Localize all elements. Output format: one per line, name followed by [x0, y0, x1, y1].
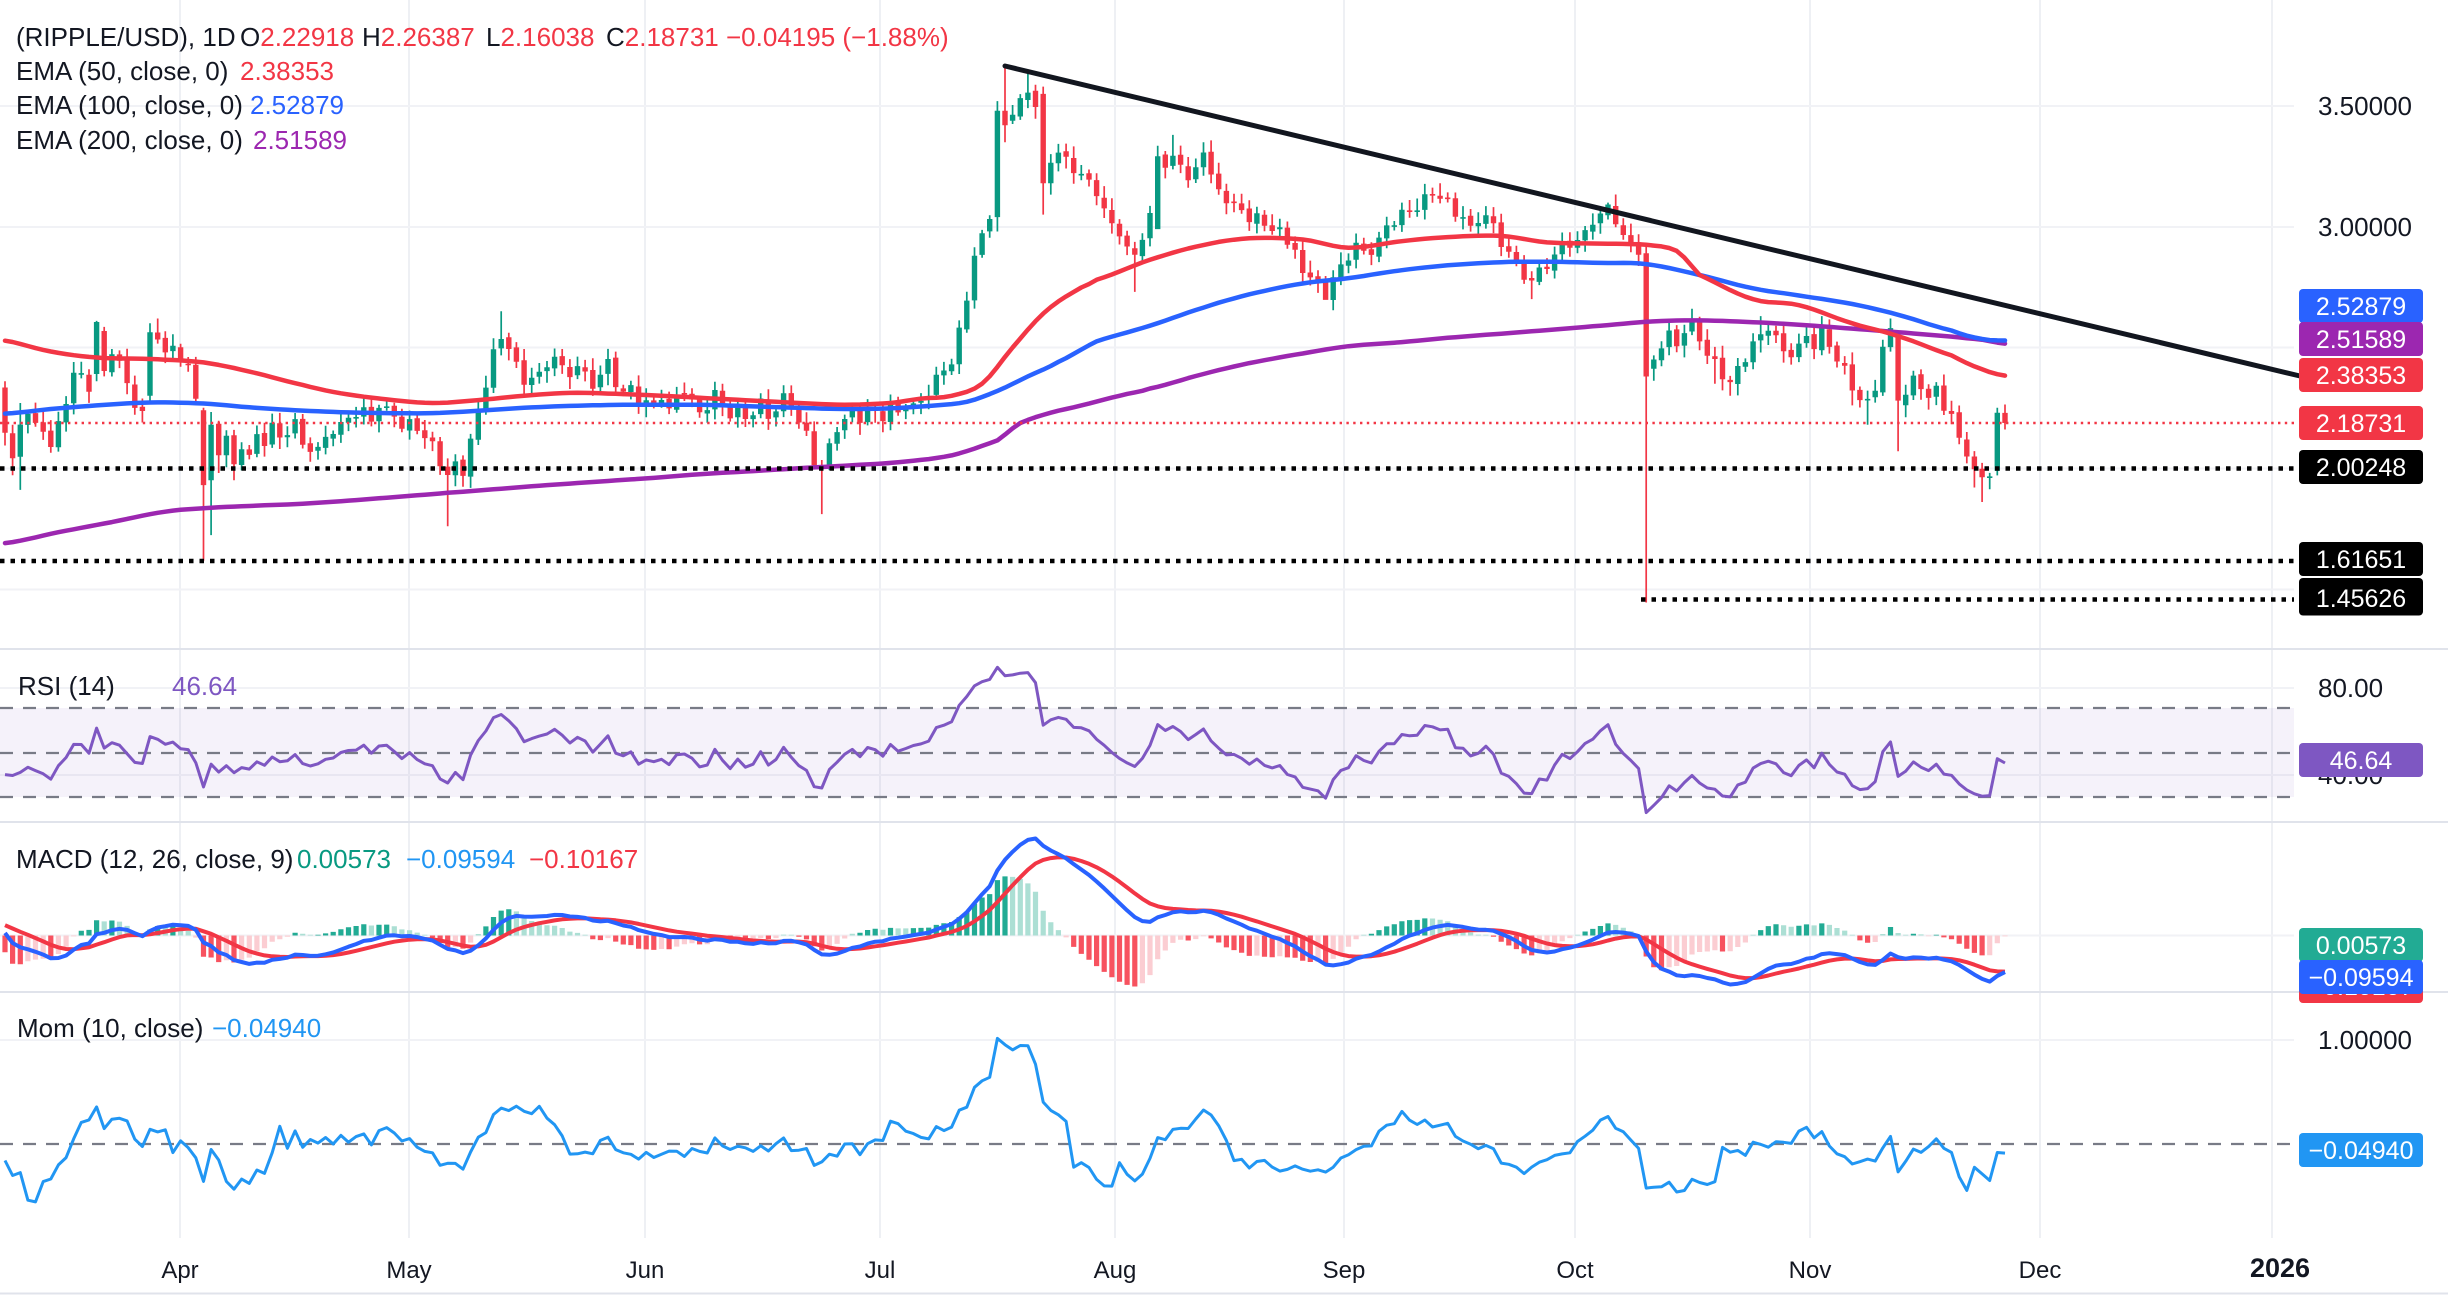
- svg-text:Jun: Jun: [626, 1257, 665, 1284]
- svg-text:Sep: Sep: [1323, 1257, 1366, 1284]
- svg-text:2.18731: 2.18731: [2316, 410, 2406, 438]
- svg-text:Mom (10, close)−0.04940: Mom (10, close) −0.04940: [17, 1013, 321, 1043]
- svg-text:EMA (50, close, 0)2.38353: EMA (50, close, 0) 2.38353: [16, 56, 334, 86]
- svg-text:Nov: Nov: [1789, 1257, 1832, 1284]
- svg-text:−0.09594: −0.09594: [2309, 964, 2414, 992]
- svg-text:EMA (100, close, 0)2.52879: EMA (100, close, 0) 2.52879: [16, 90, 344, 120]
- svg-text:MACD (12, 26, close, 9)0.00573: MACD (12, 26, close, 9) 0.00573 −0.09594 −0…: [16, 844, 638, 874]
- svg-text:−0.04940: −0.04940: [2309, 1137, 2414, 1165]
- svg-text:Aug: Aug: [1094, 1257, 1137, 1284]
- svg-text:1.61651: 1.61651: [2316, 546, 2406, 574]
- svg-text:2026: 2026: [2250, 1253, 2310, 1283]
- svg-text:3.50000: 3.50000: [2318, 91, 2412, 121]
- svg-text:Jul: Jul: [865, 1257, 896, 1284]
- svg-text:2.38353: 2.38353: [2316, 362, 2406, 390]
- svg-text:Apr: Apr: [161, 1257, 198, 1284]
- svg-text:3.00000: 3.00000: [2318, 212, 2412, 242]
- svg-text:Oct: Oct: [1556, 1257, 1594, 1284]
- svg-text:Dec: Dec: [2019, 1257, 2062, 1284]
- svg-text:1.45626: 1.45626: [2316, 585, 2406, 613]
- svg-text:2.52879: 2.52879: [2316, 293, 2406, 321]
- svg-text:1.00000: 1.00000: [2318, 1025, 2412, 1055]
- svg-text:46.64: 46.64: [2330, 747, 2393, 775]
- svg-text:EMA (200, close, 0)2.51589: EMA (200, close, 0) 2.51589: [16, 125, 347, 155]
- svg-text:0.00573: 0.00573: [2316, 932, 2406, 960]
- svg-text:2.00248: 2.00248: [2316, 454, 2406, 482]
- svg-text:RSI (14)46.64: RSI (14) 46.64: [18, 671, 237, 701]
- svg-text:May: May: [386, 1257, 431, 1284]
- svg-text:2.51589: 2.51589: [2316, 326, 2406, 354]
- svg-text:80.00: 80.00: [2318, 673, 2383, 703]
